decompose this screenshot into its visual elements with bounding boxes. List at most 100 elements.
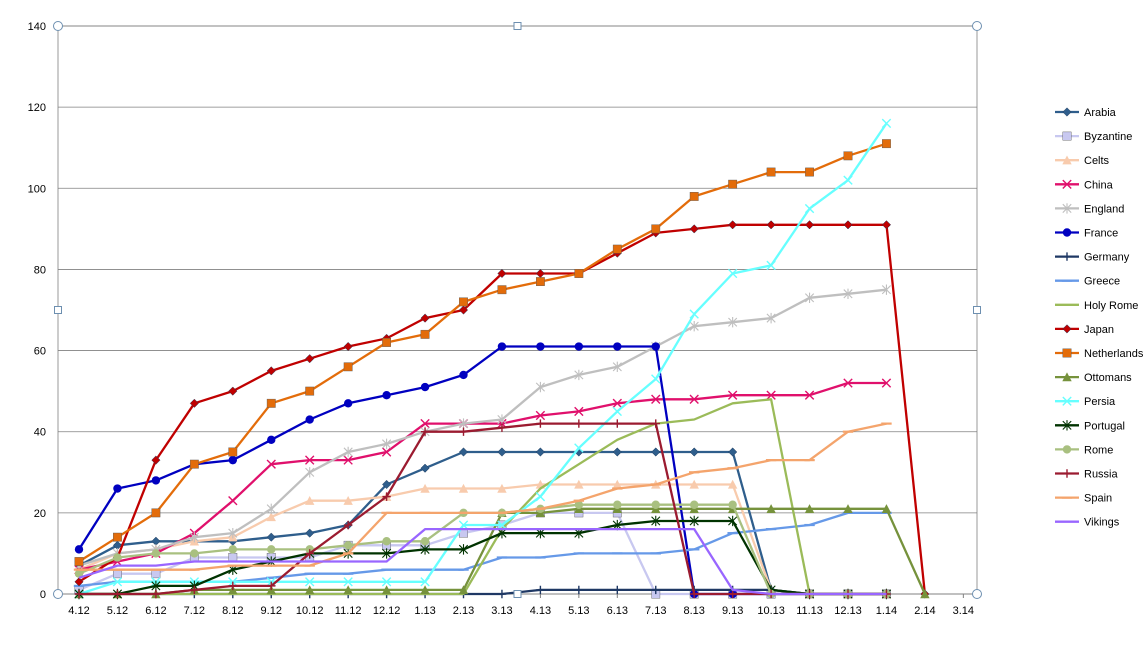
data-point-russia — [382, 492, 391, 501]
legend-label-vikings: Vikings — [1084, 517, 1120, 529]
legend-marker-ottomans — [1062, 372, 1072, 382]
data-point-netherlands — [343, 362, 353, 372]
data-point-netherlands — [882, 139, 891, 149]
x-tick-label: 10.12 — [296, 605, 324, 617]
data-point-japan — [689, 224, 699, 234]
data-point-england — [535, 381, 545, 393]
data-point-portugal — [689, 515, 699, 527]
data-point-rome — [228, 545, 237, 554]
data-point-ottomans — [920, 589, 930, 599]
data-point-celts — [497, 483, 507, 493]
data-point-japan — [766, 220, 776, 230]
series-line-vikings — [78, 527, 887, 596]
legend-marker-celts — [1062, 155, 1072, 165]
data-point-persia — [458, 520, 469, 530]
data-point-china — [228, 495, 238, 506]
data-point-germany — [613, 585, 622, 595]
x-tick-label: 9.13 — [722, 605, 743, 617]
data-point-france — [420, 382, 430, 392]
data-point-china — [766, 390, 776, 400]
legend-label-england: England — [1084, 203, 1124, 215]
data-point-netherlands — [574, 269, 584, 278]
data-point-japan — [189, 398, 199, 408]
series-line-russia — [79, 422, 887, 596]
data-point-netherlands — [612, 244, 622, 254]
data-point-germany — [536, 585, 545, 595]
y-tick-label: 40 — [34, 427, 46, 439]
series-vikings — [78, 527, 887, 596]
legend-item-arabia: Arabia — [1055, 107, 1117, 119]
data-point-persia — [766, 260, 776, 271]
legend-marker-netherlands — [1062, 348, 1072, 358]
y-tick-label: 140 — [28, 21, 46, 33]
data-point-china — [689, 394, 699, 404]
data-point-russia — [536, 419, 545, 428]
data-point-england — [804, 292, 815, 304]
data-point-france — [382, 391, 391, 400]
series-line-persia — [78, 122, 888, 596]
x-tick-label: 12.13 — [834, 605, 862, 617]
data-point-celts — [612, 479, 622, 489]
data-point-netherlands — [728, 179, 738, 189]
legend-label-byzantine: Byzantine — [1084, 131, 1132, 143]
data-point-rome — [343, 541, 353, 550]
legend-item-japan: Japan — [1055, 324, 1114, 336]
resize-handle[interactable] — [973, 306, 981, 314]
data-point-rome — [574, 500, 584, 509]
data-point-ottomans — [458, 585, 469, 595]
x-tick-label: 5.13 — [568, 605, 589, 617]
data-point-persia — [612, 406, 622, 417]
data-point-china — [343, 455, 353, 465]
data-point-england — [497, 414, 507, 425]
data-point-ottomans — [420, 585, 430, 595]
data-point-england — [305, 467, 315, 478]
resize-handle[interactable] — [53, 21, 63, 31]
data-point-china — [804, 390, 815, 400]
resize-handle[interactable] — [513, 22, 522, 30]
x-tick-label: 6.12 — [145, 605, 166, 617]
x-tick-label: 11.12 — [335, 605, 362, 617]
resize-handle[interactable] — [53, 589, 63, 599]
data-point-ottomans — [343, 585, 353, 595]
legend-item-vikings: Vikings — [1055, 517, 1120, 529]
data-point-england — [766, 312, 776, 324]
series-celts — [74, 479, 892, 599]
resize-handle[interactable] — [972, 589, 982, 599]
resize-handle[interactable] — [972, 21, 982, 31]
data-point-arabia — [458, 447, 469, 457]
data-point-rome — [151, 549, 161, 558]
data-point-netherlands — [805, 167, 814, 177]
data-point-england — [228, 527, 238, 539]
data-point-rome — [690, 500, 699, 509]
data-point-russia — [190, 585, 199, 595]
data-point-rome — [613, 500, 622, 509]
x-tick-label: 1.14 — [876, 605, 897, 617]
legend-item-holy-rome: Holy Rome — [1055, 300, 1138, 312]
legend-item-celts: Celts — [1055, 155, 1110, 167]
data-point-france — [497, 342, 507, 351]
data-point-ottomans — [305, 585, 315, 595]
x-tick-label: 8.13 — [683, 605, 704, 617]
data-point-france — [113, 484, 122, 493]
data-point-ottomans — [804, 504, 815, 513]
data-point-japan — [497, 268, 507, 279]
data-point-russia — [305, 549, 314, 558]
resize-handle[interactable] — [54, 306, 62, 314]
data-point-netherlands — [266, 398, 276, 408]
data-point-portugal — [458, 544, 469, 555]
selection-handles[interactable] — [53, 21, 982, 599]
data-point-china — [612, 398, 622, 409]
data-point-netherlands — [305, 386, 315, 396]
resize-handle[interactable] — [513, 590, 522, 598]
legend-item-germany: Germany — [1055, 252, 1130, 264]
data-point-persia — [881, 118, 892, 129]
data-point-russia — [228, 581, 237, 591]
data-point-portugal — [728, 515, 738, 527]
data-point-germany — [497, 589, 507, 599]
x-tick-label: 4.12 — [68, 605, 89, 617]
data-point-rome — [190, 549, 199, 558]
x-tick-label: 8.12 — [222, 605, 243, 617]
x-tick-label: 12.12 — [373, 605, 401, 617]
data-point-netherlands — [228, 447, 238, 457]
data-point-celts — [266, 512, 276, 522]
